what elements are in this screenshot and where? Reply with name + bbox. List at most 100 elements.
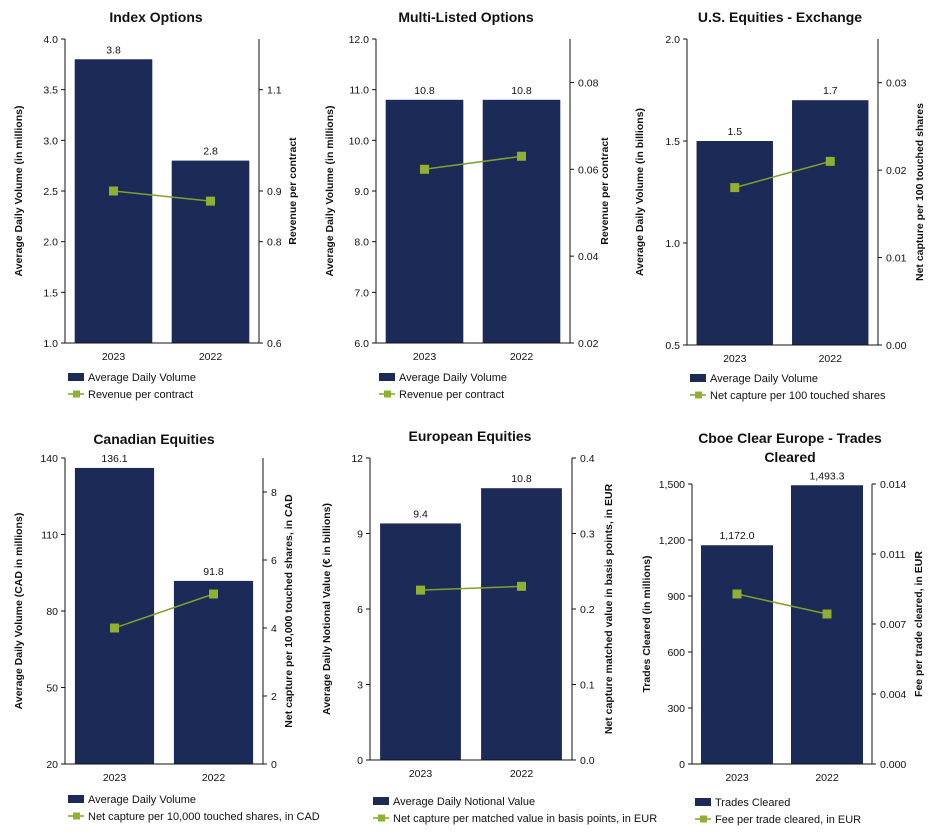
x-tick-label: 2023 (723, 353, 747, 365)
y2-tick-label: 0.4 (580, 453, 595, 465)
bar-value-label: 10.8 (511, 473, 532, 485)
line-series (424, 155, 522, 171)
y-tick-label: 140 (40, 453, 58, 465)
line-series (113, 190, 211, 202)
y2-axis-title: Net capture per 10,000 touched shares, i… (283, 494, 295, 728)
y2-tick-label: 6 (271, 555, 277, 567)
legend-line-marker (695, 391, 702, 399)
bar-2023 (74, 467, 155, 764)
legend-bar-swatch (68, 373, 84, 381)
y-tick-label: 0.5 (665, 340, 680, 352)
legend-bar-label: Average Daily Volume (88, 372, 196, 384)
y-tick-label: 6.0 (354, 338, 369, 350)
y-tick-label: 1.0 (665, 238, 680, 250)
chart-panel-3: U.S. Equities - Exchange 1.5 2023 1.7 2022 0.… (634, 9, 926, 402)
bar-2022 (171, 160, 250, 343)
y-tick-label: 1,500 (659, 479, 685, 491)
y-tick-label: 1.5 (43, 287, 58, 299)
y2-tick-label: 8 (271, 487, 277, 499)
bar-value-label: 136.1 (101, 453, 127, 465)
y-tick-label: 1,200 (659, 535, 685, 547)
y2-tick-label: 0.0 (580, 755, 595, 767)
chart-title: Index Options (109, 9, 203, 25)
bar-value-label: 1,172.0 (719, 530, 754, 542)
y2-tick-label: 0.04 (578, 251, 599, 263)
line-series (114, 593, 214, 629)
bar-2022 (792, 100, 869, 345)
y-tick-label: 12.0 (349, 34, 370, 46)
bar-2023 (385, 99, 464, 343)
y-tick-label: 4.0 (43, 34, 58, 46)
legend-line-marker (378, 814, 385, 822)
legend-bar-label: Trades Cleared (715, 797, 790, 809)
bar-2022 (173, 580, 254, 764)
y2-tick-label: 0.03 (886, 78, 907, 90)
chart-title: Cleared (764, 449, 815, 465)
y2-tick-label: 0.2 (580, 604, 595, 616)
line-marker-2022 (825, 156, 835, 166)
legend-line-marker (700, 815, 707, 823)
bar-value-label: 9.4 (413, 508, 428, 520)
y-tick-label: 12 (351, 453, 363, 465)
line-marker-2022 (822, 609, 832, 619)
bar-2022 (791, 485, 863, 764)
x-tick-label: 2022 (815, 772, 839, 784)
y-tick-label: 110 (41, 530, 58, 542)
legend-bar-label: Average Daily Volume (710, 373, 818, 385)
bar-value-label: 91.8 (203, 566, 224, 578)
y-tick-label: 50 (46, 683, 58, 695)
y2-tick-label: 0 (271, 759, 277, 771)
y-tick-label: 7.0 (354, 287, 369, 299)
y-tick-label: 20 (46, 759, 58, 771)
y-tick-label: 300 (667, 703, 685, 715)
legend-line-label: Net capture per 100 touched shares (710, 390, 886, 402)
bar-value-label: 1,493.3 (809, 470, 844, 482)
y2-tick-label: 0.00 (886, 340, 907, 352)
x-tick-label: 2023 (409, 768, 433, 780)
y2-tick-label: 0.011 (880, 549, 906, 561)
y2-tick-label: 0.014 (880, 479, 906, 491)
y2-tick-label: 0.06 (578, 164, 599, 176)
line-marker-2023 (110, 623, 119, 633)
y-tick-label: 0 (357, 755, 363, 767)
line-marker-2022 (517, 151, 526, 161)
y2-tick-label: 2 (271, 691, 277, 703)
x-tick-label: 2023 (103, 772, 127, 784)
y2-tick-label: 0.000 (880, 759, 906, 771)
y-tick-label: 80 (46, 606, 58, 618)
y-tick-label: 2.0 (665, 34, 680, 46)
legend-line-label: Net capture per 10,000 touched shares, i… (88, 811, 320, 823)
y-axis-title: Average Daily Notional Value (€ in billi… (321, 503, 333, 715)
bar-2022 (481, 488, 562, 760)
y-tick-label: 9.0 (354, 186, 369, 198)
y-tick-label: 6 (357, 604, 363, 616)
legend-bar-label: Average Daily Notional Value (393, 796, 535, 808)
y2-tick-label: 0.08 (578, 77, 599, 89)
y2-tick-label: 0.007 (880, 619, 906, 631)
line-marker-2023 (420, 164, 429, 174)
x-tick-label: 2022 (819, 353, 843, 365)
bar-value-label: 3.8 (106, 44, 121, 56)
y-tick-label: 8.0 (354, 237, 369, 249)
x-tick-label: 2022 (199, 351, 223, 363)
line-series (736, 593, 828, 615)
chart-panel-4: Canadian Equities136.1202391.82022205080… (13, 431, 320, 823)
y-tick-label: 10.0 (349, 135, 370, 147)
chart-title: U.S. Equities - Exchange (698, 9, 862, 25)
y-tick-label: 3.5 (43, 85, 58, 97)
bar-2023 (696, 141, 773, 345)
y-tick-label: 2.5 (43, 186, 58, 198)
y-tick-label: 0 (679, 759, 685, 771)
chart-panel-6: Cboe Clear Europe - Trades Cleared 1,172.0… (641, 430, 925, 826)
bar-value-label: 1.7 (823, 85, 838, 97)
y-tick-label: 1.5 (665, 136, 680, 148)
y2-tick-label: 0.6 (267, 338, 282, 350)
y-tick-label: 900 (667, 591, 685, 603)
bar-value-label: 10.8 (414, 85, 435, 97)
x-tick-label: 2022 (510, 351, 534, 363)
y2-tick-label: 0.01 (886, 253, 907, 265)
y-tick-label: 11.0 (349, 85, 369, 97)
legend-bar-swatch (695, 798, 711, 806)
legend-line-label: Fee per trade cleared, in EUR (715, 814, 861, 826)
y-axis-title: Average Daily Volume (in millions) (13, 106, 25, 277)
